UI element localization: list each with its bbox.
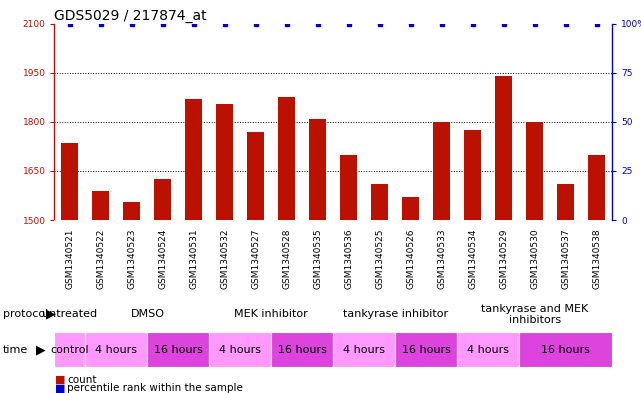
Bar (403, 197, 419, 220)
Text: ■: ■ (54, 375, 65, 385)
Text: 16 hours: 16 hours (278, 345, 327, 355)
Text: GDS5029 / 217874_at: GDS5029 / 217874_at (54, 9, 207, 22)
Text: GSM1340523: GSM1340523 (128, 228, 137, 288)
Text: GSM1340522: GSM1340522 (96, 228, 106, 288)
Text: GSM1340534: GSM1340534 (468, 228, 478, 288)
Text: GSM1340527: GSM1340527 (251, 228, 260, 288)
Text: ■: ■ (54, 383, 65, 393)
Bar (457, 332, 519, 367)
Text: percentile rank within the sample: percentile rank within the sample (67, 383, 243, 393)
Text: GSM1340521: GSM1340521 (65, 228, 74, 288)
Bar (154, 179, 171, 220)
Text: GSM1340524: GSM1340524 (158, 228, 167, 288)
Bar (340, 154, 357, 220)
Text: 16 hours: 16 hours (154, 345, 203, 355)
Bar (278, 97, 296, 220)
Bar (210, 332, 271, 367)
Text: ▶: ▶ (46, 308, 56, 321)
Text: 16 hours: 16 hours (402, 345, 451, 355)
Text: GSM1340532: GSM1340532 (221, 228, 229, 288)
Text: GSM1340531: GSM1340531 (189, 228, 199, 289)
Text: 4 hours: 4 hours (219, 345, 262, 355)
Text: GSM1340537: GSM1340537 (561, 228, 570, 289)
Bar (124, 202, 140, 220)
Text: protocol: protocol (3, 309, 49, 320)
Bar (433, 122, 450, 220)
Text: GSM1340538: GSM1340538 (592, 228, 601, 289)
Text: control: control (51, 345, 89, 355)
Text: tankyrase and MEK
inhibitors: tankyrase and MEK inhibitors (481, 304, 588, 325)
Bar (519, 332, 612, 367)
Text: time: time (3, 345, 28, 355)
Bar (310, 119, 326, 220)
Text: DMSO: DMSO (130, 309, 165, 320)
Text: ▶: ▶ (36, 343, 46, 356)
Text: 4 hours: 4 hours (344, 345, 385, 355)
Bar (85, 332, 147, 367)
Text: GSM1340525: GSM1340525 (375, 228, 385, 288)
Text: 4 hours: 4 hours (96, 345, 137, 355)
Bar (557, 184, 574, 220)
Text: GSM1340530: GSM1340530 (530, 228, 539, 289)
Bar (62, 143, 78, 220)
Text: untreated: untreated (42, 309, 97, 320)
Text: GSM1340533: GSM1340533 (437, 228, 446, 289)
Text: 4 hours: 4 hours (467, 345, 509, 355)
Bar (526, 122, 543, 220)
Bar (54, 332, 85, 367)
Bar (395, 332, 457, 367)
Text: GSM1340526: GSM1340526 (406, 228, 415, 288)
Text: tankyrase inhibitor: tankyrase inhibitor (343, 309, 448, 320)
Text: MEK inhibitor: MEK inhibitor (235, 309, 308, 320)
Bar (147, 332, 210, 367)
Bar (495, 76, 512, 220)
Bar (333, 332, 395, 367)
Bar (271, 332, 333, 367)
Text: 16 hours: 16 hours (541, 345, 590, 355)
Bar (464, 130, 481, 220)
Bar (185, 99, 203, 220)
Text: count: count (67, 375, 97, 385)
Bar (371, 184, 388, 220)
Bar (217, 104, 233, 220)
Text: GSM1340535: GSM1340535 (313, 228, 322, 289)
Bar (92, 191, 110, 220)
Text: GSM1340529: GSM1340529 (499, 228, 508, 288)
Text: GSM1340536: GSM1340536 (344, 228, 353, 289)
Text: GSM1340528: GSM1340528 (282, 228, 292, 288)
Bar (588, 154, 605, 220)
Bar (247, 132, 264, 220)
